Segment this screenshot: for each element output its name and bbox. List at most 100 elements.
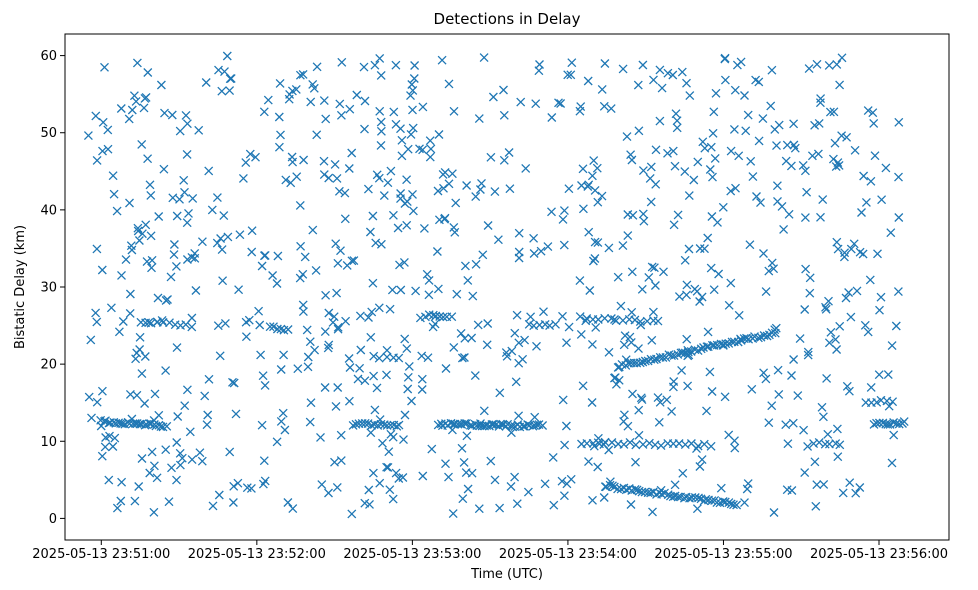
data-point-873 bbox=[703, 233, 713, 243]
data-point-557 bbox=[154, 410, 164, 420]
data-point-1089 bbox=[640, 356, 650, 366]
data-point-36 bbox=[371, 238, 381, 248]
data-point-638 bbox=[530, 412, 540, 422]
data-point-382 bbox=[490, 187, 500, 197]
data-point-31 bbox=[137, 229, 147, 239]
data-point-333 bbox=[182, 119, 192, 129]
data-point-264 bbox=[316, 432, 325, 442]
data-point-946 bbox=[487, 420, 497, 429]
data-point-410 bbox=[512, 499, 522, 509]
data-point-1092 bbox=[649, 355, 659, 365]
data-point-1014 bbox=[600, 437, 610, 447]
data-point-866 bbox=[140, 352, 150, 361]
data-point-22 bbox=[859, 171, 869, 181]
data-point-112 bbox=[834, 160, 844, 170]
data-point-494 bbox=[97, 386, 107, 396]
data-point-743 bbox=[382, 370, 391, 380]
data-point-659 bbox=[529, 249, 539, 258]
data-point-204 bbox=[460, 333, 470, 343]
data-point-245 bbox=[812, 59, 822, 69]
data-point-60 bbox=[331, 401, 341, 411]
data-point-749 bbox=[103, 144, 113, 154]
data-point-828 bbox=[800, 305, 810, 314]
data-point-545 bbox=[852, 286, 862, 296]
data-point-67 bbox=[649, 263, 659, 273]
data-point-236 bbox=[655, 65, 665, 75]
data-point-369 bbox=[667, 406, 677, 416]
data-point-184 bbox=[404, 361, 414, 371]
data-point-498 bbox=[886, 228, 896, 238]
data-point-514 bbox=[432, 247, 442, 256]
data-point-612 bbox=[671, 109, 681, 119]
data-point-168 bbox=[256, 350, 266, 360]
data-point-431 bbox=[399, 435, 408, 445]
data-point-852 bbox=[559, 491, 569, 501]
data-point-292 bbox=[590, 254, 600, 263]
data-point-811 bbox=[767, 401, 777, 411]
data-point-108 bbox=[324, 308, 334, 318]
data-point-266 bbox=[832, 345, 842, 354]
data-point-1151 bbox=[872, 397, 882, 407]
data-point-808 bbox=[479, 53, 489, 63]
data-point-516 bbox=[125, 308, 135, 318]
data-point-550 bbox=[105, 431, 114, 441]
data-point-611 bbox=[531, 99, 541, 109]
data-point-193 bbox=[702, 406, 711, 416]
data-point-278 bbox=[548, 452, 558, 462]
data-point-807 bbox=[803, 347, 813, 357]
data-point-414 bbox=[272, 437, 282, 447]
data-point-975 bbox=[889, 418, 899, 427]
data-point-740 bbox=[490, 475, 500, 485]
data-point-652 bbox=[818, 195, 828, 205]
data-point-568 bbox=[851, 488, 861, 498]
data-point-335 bbox=[127, 105, 137, 115]
data-point-44 bbox=[441, 364, 451, 373]
data-point-999 bbox=[431, 311, 441, 321]
data-point-322 bbox=[355, 311, 365, 321]
data-point-1110 bbox=[702, 342, 712, 352]
data-point-41 bbox=[172, 438, 182, 447]
data-point-781 bbox=[587, 398, 597, 407]
data-point-680 bbox=[741, 126, 751, 136]
data-point-877 bbox=[649, 75, 658, 85]
data-point-844 bbox=[259, 456, 269, 466]
data-point-769 bbox=[720, 53, 730, 63]
data-point-678 bbox=[588, 256, 598, 266]
data-point-773 bbox=[887, 458, 897, 468]
data-point-1019 bbox=[631, 440, 641, 450]
data-point-359 bbox=[403, 144, 413, 154]
data-point-209 bbox=[833, 452, 843, 462]
data-point-971 bbox=[878, 418, 888, 428]
data-point-1013 bbox=[594, 439, 604, 449]
data-point-295 bbox=[604, 347, 614, 357]
data-point-441 bbox=[822, 373, 832, 383]
data-point-923 bbox=[394, 420, 404, 430]
data-point-355 bbox=[273, 251, 283, 261]
data-point-493 bbox=[803, 350, 813, 360]
data-point-177 bbox=[251, 152, 260, 162]
data-point-252 bbox=[804, 64, 814, 74]
data-point-65 bbox=[366, 332, 376, 342]
data-point-513 bbox=[842, 381, 852, 391]
data-point-219 bbox=[669, 220, 679, 230]
data-point-908 bbox=[348, 420, 358, 430]
data-point-246 bbox=[772, 141, 781, 151]
data-point-143 bbox=[734, 151, 744, 161]
data-point-518 bbox=[225, 447, 235, 457]
data-point-1001 bbox=[438, 312, 448, 322]
data-point-5 bbox=[844, 288, 854, 297]
data-point-305 bbox=[547, 113, 557, 122]
y-tick-label-6: 60 bbox=[40, 49, 57, 64]
data-point-1108 bbox=[696, 344, 706, 354]
data-point-677 bbox=[456, 328, 466, 338]
data-point-452 bbox=[593, 462, 603, 472]
data-point-481 bbox=[811, 501, 821, 511]
y-axis: 0 10 20 30 40 50 60 bbox=[40, 49, 65, 527]
data-point-386 bbox=[731, 183, 740, 193]
data-point-91 bbox=[769, 508, 779, 517]
data-point-1161 bbox=[369, 351, 379, 361]
data-point-46 bbox=[526, 312, 536, 322]
data-point-201 bbox=[426, 144, 436, 154]
data-point-871 bbox=[716, 483, 726, 493]
data-point-283 bbox=[622, 132, 632, 142]
